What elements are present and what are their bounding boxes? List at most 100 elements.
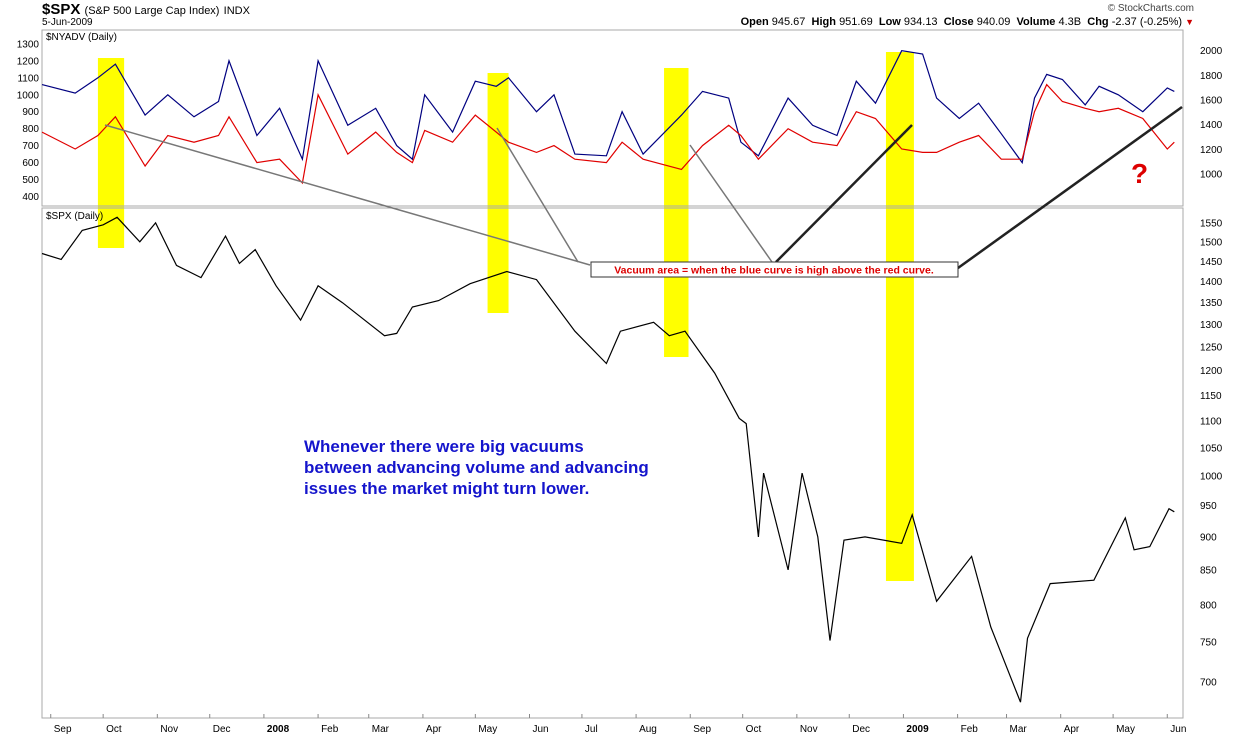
upper-left-tick-label: 1300: [17, 39, 40, 50]
lower-tick-label: 1000: [1200, 472, 1223, 483]
open-label: Open: [740, 16, 769, 28]
exchange: INDX: [223, 5, 250, 17]
x-tick-label: May: [478, 724, 497, 735]
note-line-1: Whenever there were big vacuums: [304, 437, 584, 456]
lower-tick-label: 700: [1200, 678, 1217, 689]
note-line-3: issues the market might turn lower.: [304, 479, 590, 498]
callout-pointer: [775, 124, 913, 263]
callout-pointer: [957, 105, 1183, 270]
x-tick-label: Mar: [372, 724, 390, 735]
x-tick-label: Oct: [746, 724, 762, 735]
copyright: © StockCharts.com: [1107, 3, 1194, 14]
lower-tick-label: 1400: [1200, 277, 1223, 288]
x-tick-label: Jun: [1170, 724, 1186, 735]
upper-left-tick-label: 1100: [17, 73, 39, 84]
x-tick-label: Nov: [160, 724, 178, 735]
x-axis-ticks: Sep Oct Nov Dec 2008 Feb Mar Apr May Jun Jul Aug Sep…: [50, 714, 1186, 735]
lower-tick-label: 750: [1200, 638, 1217, 649]
lower-tick-label: 1550: [1200, 218, 1223, 229]
lower-tick-label: 800: [1200, 600, 1217, 611]
lower-tick-label: 1500: [1200, 237, 1223, 248]
x-tick-label: Jul: [585, 724, 598, 735]
lower-tick-label: 1250: [1200, 343, 1223, 354]
upper-right-tick-label: 1000: [1200, 170, 1223, 181]
upper-series: [41, 50, 1175, 185]
highlight-band: [885, 52, 914, 581]
upper-left-tick-label: 500: [22, 175, 39, 186]
open-value: 945.67: [771, 16, 806, 28]
x-tick-label: 2008: [267, 724, 290, 735]
low-label: Low: [878, 16, 901, 28]
lower-tick-label: 1150: [1200, 391, 1222, 402]
vacuum-highlights: [97, 52, 914, 581]
chart-date: 5-Jun-2009: [42, 17, 93, 28]
lower-axis-ticks: 1550 1500 1450 1400 1350 1300 1250 1200 1150 1100…: [1200, 218, 1223, 688]
symbol-title: $SPX (S&P 500 Large Cap Index) INDX: [42, 1, 250, 18]
x-tick-label: Aug: [639, 724, 657, 735]
down-arrow-icon: ▼: [1185, 17, 1194, 27]
upper-right-tick-label: 1200: [1200, 145, 1223, 156]
upper-left-tick-label: 900: [22, 107, 39, 118]
symbol: $SPX: [42, 1, 81, 18]
x-tick-label: Nov: [800, 724, 818, 735]
x-tick-label: May: [1116, 724, 1135, 735]
x-tick-label: Sep: [54, 724, 72, 735]
upper-left-tick-label: 1000: [17, 90, 40, 101]
upper-right-tick-label: 2000: [1200, 46, 1223, 57]
lower-tick-label: 1350: [1200, 298, 1223, 309]
upper-right-tick-label: 1400: [1200, 120, 1223, 131]
highlight-band: [487, 73, 509, 313]
callout-pointer: [104, 124, 591, 266]
x-tick-label: 2009: [906, 724, 929, 735]
highlight-band: [664, 68, 689, 357]
x-tick-label: Dec: [213, 724, 231, 735]
ohlc-readout: Open 945.67 High 951.69 Low 934.13 Close…: [741, 16, 1194, 28]
lower-tick-label: 1100: [1200, 416, 1222, 427]
lower-tick-label: 1300: [1200, 320, 1223, 331]
lower-panel-frame: [41, 207, 1184, 719]
lower-panel-title: $SPX (Daily): [46, 211, 103, 222]
x-tick-label: Sep: [693, 724, 711, 735]
highlight-band: [97, 58, 125, 248]
x-tick-label: Jun: [533, 724, 549, 735]
lower-tick-label: 950: [1200, 501, 1217, 512]
upper-panel-frame: [41, 29, 1184, 207]
x-tick-label: Apr: [1064, 724, 1080, 735]
lower-tick-label: 1450: [1200, 257, 1223, 268]
x-tick-label: Oct: [106, 724, 122, 735]
chg-value: -2.37 (-0.25%): [1111, 16, 1183, 28]
x-tick-label: Dec: [852, 724, 870, 735]
close-label: Close: [943, 16, 974, 28]
callout-pointers: [104, 105, 1183, 270]
spx-price-line: [41, 216, 1175, 703]
low-value: 934.13: [903, 16, 938, 28]
upper-left-tick-label: 600: [22, 158, 39, 169]
x-tick-label: Feb: [321, 724, 339, 735]
annotation-note: Whenever there were big vacuums between …: [304, 436, 724, 499]
chg-label: Chg: [1087, 16, 1109, 28]
upper-panel-title: $NYADV (Daily): [46, 32, 117, 43]
upper-left-tick-label: 700: [22, 141, 39, 152]
note-line-2: between advancing volume and advancing: [304, 458, 649, 477]
x-tick-label: Feb: [961, 724, 979, 735]
upper-left-tick-label: 400: [22, 192, 39, 203]
high-label: High: [811, 16, 836, 28]
x-tick-label: Mar: [1010, 724, 1028, 735]
volume-value: 4.3B: [1058, 16, 1082, 28]
callout-pointer: [689, 144, 773, 263]
upper-left-tick-label: 800: [22, 124, 39, 135]
lower-series: [41, 216, 1175, 703]
advancing-issues-line: [41, 83, 1175, 185]
upper-right-tick-label: 1600: [1200, 95, 1223, 106]
x-tick-label: Apr: [426, 724, 442, 735]
lower-tick-label: 1050: [1200, 443, 1223, 454]
callout-text: Vacuum area = when the blue curve is hig…: [614, 265, 934, 277]
index-name: (S&P 500 Large Cap Index): [84, 5, 220, 17]
callout-box: [590, 261, 959, 278]
high-value: 951.69: [839, 16, 873, 28]
lower-tick-label: 850: [1200, 565, 1217, 576]
close-value: 940.09: [976, 16, 1011, 28]
callout-pointer: [496, 127, 579, 263]
question-mark: ?: [1131, 158, 1148, 189]
